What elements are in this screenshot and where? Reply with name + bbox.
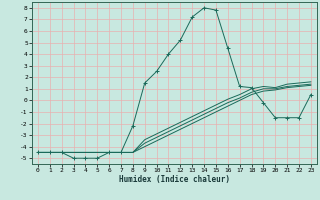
X-axis label: Humidex (Indice chaleur): Humidex (Indice chaleur) xyxy=(119,175,230,184)
